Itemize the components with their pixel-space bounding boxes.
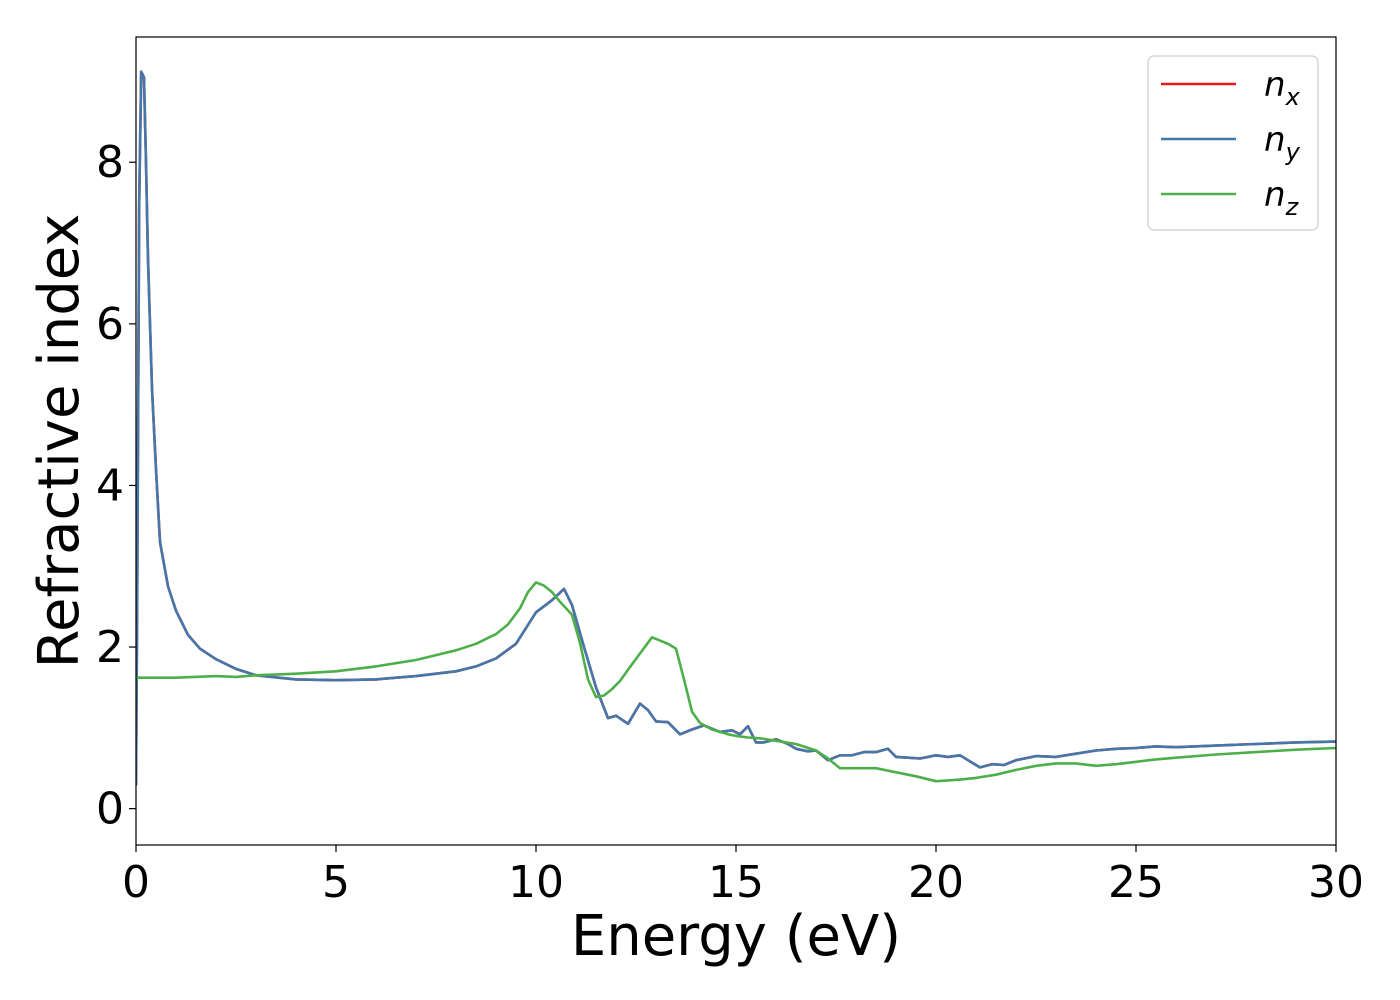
y-tick-label: 4 bbox=[96, 460, 124, 511]
y-tick-label: 0 bbox=[96, 784, 124, 835]
legend-label-n-y: ny bbox=[1264, 120, 1301, 166]
series-layer bbox=[136, 70, 1336, 786]
x-tick-label: 25 bbox=[1108, 857, 1164, 908]
x-axis-title: Energy (eV) bbox=[571, 904, 901, 969]
x-tick-label: 20 bbox=[908, 857, 964, 908]
series-line-n-z bbox=[136, 581, 1336, 783]
legend-label-n-z: nz bbox=[1264, 175, 1300, 221]
y-axis-title: Refractive index bbox=[27, 214, 92, 669]
y-tick-label: 6 bbox=[96, 299, 124, 350]
y-axis: 0 2 4 6 8 bbox=[96, 137, 136, 835]
plot-background bbox=[136, 37, 1336, 845]
x-tick-label: 15 bbox=[708, 857, 764, 908]
x-tick-label: 30 bbox=[1308, 857, 1364, 908]
x-tick-label: 0 bbox=[122, 857, 150, 908]
legend: nx ny nz bbox=[1147, 55, 1319, 231]
x-axis: 0 5 10 15 20 25 30 bbox=[122, 845, 1364, 908]
x-tick-label: 5 bbox=[322, 857, 350, 908]
x-tick-label: 10 bbox=[508, 857, 564, 908]
legend-label-n-x: nx bbox=[1264, 65, 1301, 111]
y-tick-label: 8 bbox=[96, 137, 124, 188]
y-tick-label: 2 bbox=[96, 622, 124, 673]
legend-box bbox=[1147, 55, 1319, 231]
